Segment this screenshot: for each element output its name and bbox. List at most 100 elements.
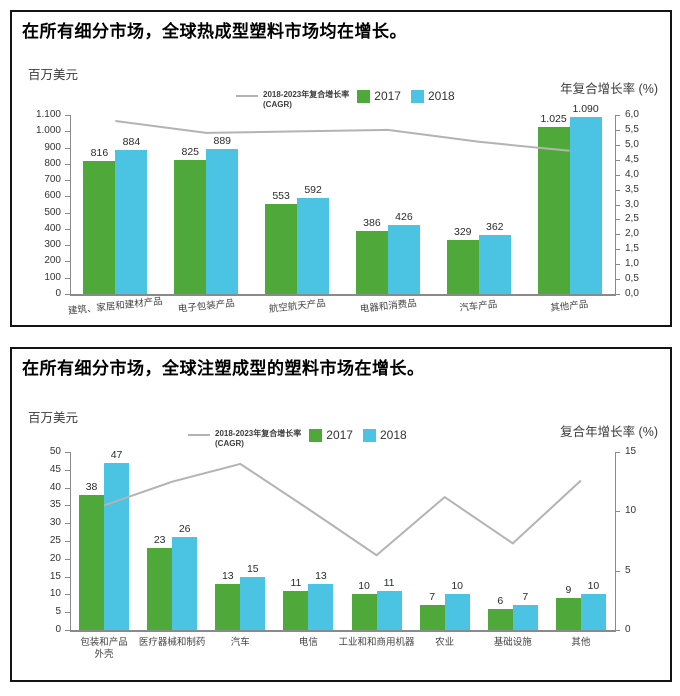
legend-2017-swatch [309, 429, 323, 442]
left-axis-tick [65, 594, 70, 596]
bar-value-label: 10 [451, 580, 464, 593]
left-axis-tick [65, 487, 70, 489]
cagr-legend-subtext: (CAGR) [215, 439, 244, 449]
bar-2017 [446, 240, 479, 294]
bar-2017 [487, 608, 513, 630]
left-axis-line [70, 452, 71, 630]
bar-value-label: 15 [246, 562, 259, 575]
bar-2017 [355, 231, 388, 294]
category-label: 包装和产品 外壳 [80, 637, 128, 661]
category-label: 其他 [571, 637, 591, 648]
left-axis-tick [65, 558, 70, 560]
bar-2018 [172, 537, 198, 630]
category-label: 医疗器械和制药 [138, 637, 206, 648]
left-axis-tick-label: 200 [44, 255, 61, 267]
bar-2018 [512, 605, 538, 630]
left-axis-tick [65, 541, 70, 542]
right-axis-line [615, 452, 616, 630]
bar-value-label: 13 [315, 569, 327, 582]
chart-title: 在所有细分市场，全球注塑成型的塑料市场在增长。 [22, 359, 425, 378]
right-axis-tick [615, 144, 620, 146]
cagr-legend-label: 2018-2023年复合增长率 (CAGR) [263, 90, 349, 111]
bar-2018 [376, 590, 402, 630]
category-label: 基础设施 [493, 637, 532, 648]
bar-value-label: 23 [153, 534, 166, 547]
left-axis-tick-label: 25 [49, 535, 61, 546]
bar-2017 [351, 594, 377, 630]
bar-2017 [79, 494, 105, 630]
left-axis-tick-label: 0 [55, 288, 61, 299]
left-axis-tick-label: 10 [49, 588, 61, 600]
bar-2018 [387, 224, 420, 294]
chart-title: 在所有细分市场，全球热成型塑料市场均在增长。 [22, 22, 407, 41]
left-axis-tick [65, 261, 70, 263]
category-label: 电信 [298, 637, 318, 648]
bar-value-label: 47 [110, 448, 123, 461]
x-axis-line [70, 294, 616, 296]
left-axis-tick-label: 600 [44, 190, 61, 202]
bar-value-label: 825 [181, 145, 200, 158]
left-axis-tick-label: 35 [49, 499, 61, 511]
chart-legend: 2018-2023年复合增长率 (CAGR) 2017 2018 [188, 429, 417, 450]
left-axis-tick [65, 469, 70, 471]
bar-2017 [83, 161, 116, 294]
right-axis-tick [615, 174, 620, 176]
bar-2018 [308, 583, 334, 630]
bar-2017 [555, 597, 581, 630]
left-axis-tick-label: 400 [44, 222, 61, 234]
bar-2018 [240, 576, 266, 630]
category-label: 工业和和商用机器 [338, 637, 415, 648]
bar-value-label: 553 [272, 190, 290, 202]
right-axis-tick [615, 189, 620, 191]
left-axis-tick-label: 30 [49, 517, 61, 529]
bar-2018 [444, 594, 470, 630]
right-axis-tick-label: 1,5 [625, 243, 639, 255]
left-axis-tick [65, 131, 70, 133]
bar-2017 [537, 127, 570, 294]
right-axis-tick-label: 0,0 [625, 288, 639, 299]
bar-value-label: 10 [587, 580, 600, 593]
bar-2018 [104, 462, 130, 630]
category-label: 建筑、家居和建材产品 [67, 296, 164, 317]
right-axis-tick-label: 6,0 [625, 109, 639, 120]
left-axis-tick [65, 523, 70, 525]
right-axis-tick [615, 279, 620, 281]
left-axis-tick [65, 630, 70, 631]
bar-value-label: 889 [213, 135, 232, 148]
right-axis-tick [615, 115, 620, 116]
right-axis-title: 年复合增长率 (%) [560, 82, 658, 96]
left-axis-tick [65, 277, 70, 279]
cagr-line [103, 462, 582, 557]
right-axis-tick [615, 511, 620, 513]
right-axis-tick-label: 3,0 [625, 198, 639, 210]
bar-value-label: 9 [565, 583, 572, 596]
right-axis-tick [615, 159, 620, 161]
left-axis-line [70, 115, 71, 294]
bar-2018 [115, 150, 148, 294]
bar-value-label: 7 [522, 591, 529, 604]
injection-molding-market-chart: 在所有细分市场，全球注塑成型的塑料市场在增长。 百万美元 复合年增长率 (%) … [10, 347, 672, 682]
bar-value-label: 10 [358, 580, 370, 593]
bar-value-label: 7 [429, 591, 436, 604]
bar-value-label: 11 [290, 576, 302, 589]
left-axis-tick-label: 15 [49, 570, 61, 582]
bar-value-label: 38 [85, 480, 98, 493]
right-axis-tick-label: 0 [625, 624, 631, 635]
bar-2017 [419, 605, 445, 630]
bar-2018 [297, 197, 330, 294]
left-axis-tick-label: 700 [44, 174, 61, 186]
right-axis-tick-label: 3,5 [625, 183, 639, 195]
left-axis-tick-label: 20 [49, 552, 61, 564]
right-axis-title: 复合年增长率 (%) [560, 425, 658, 439]
category-label: 电子包装产品 [177, 298, 236, 315]
category-label: 汽车 [230, 637, 250, 648]
bar-2018 [206, 149, 239, 294]
bar-2017 [283, 590, 309, 630]
right-axis-tick-label: 5,5 [625, 123, 639, 135]
legend-2018-swatch [362, 429, 376, 442]
left-axis-tick-label: 1.100 [35, 109, 61, 120]
right-axis-tick-label: 0,5 [625, 273, 639, 285]
bar-2017 [215, 583, 241, 630]
right-axis-tick-label: 2,0 [625, 228, 639, 240]
cagr-line-swatch [188, 434, 210, 436]
